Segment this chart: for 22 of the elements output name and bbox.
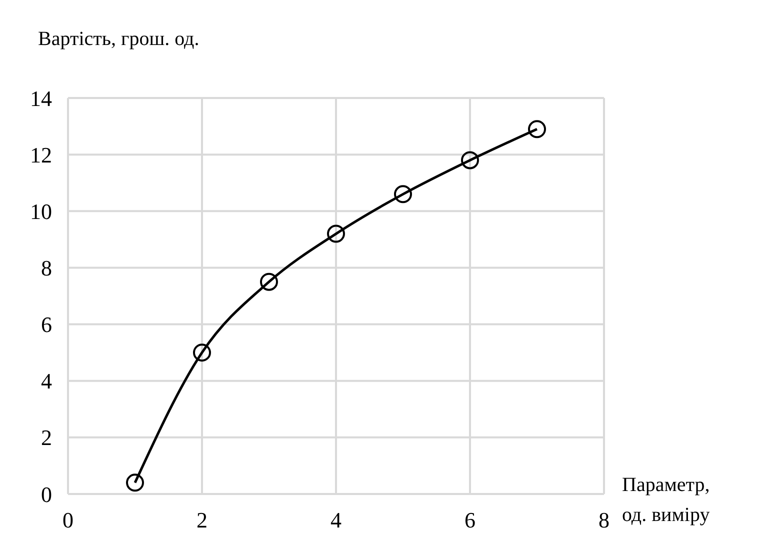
x-tick-label: 0 — [62, 508, 74, 533]
point — [260, 272, 278, 291]
y-tick-label: 14 — [30, 86, 52, 111]
y-axis-title: Вартість, грош. од. — [38, 28, 200, 51]
x-tick-label: 4 — [330, 508, 342, 533]
y-tick-label: 2 — [41, 425, 52, 450]
point — [327, 224, 345, 243]
point — [394, 185, 412, 204]
point — [126, 474, 144, 492]
y-tick-label: 12 — [30, 142, 52, 168]
x-tick-label: 2 — [196, 508, 208, 533]
x-tick-label: 6 — [464, 508, 476, 533]
point — [461, 151, 479, 170]
y-tick-label: 6 — [41, 312, 52, 338]
point — [528, 120, 546, 138]
point — [193, 344, 211, 362]
x-axis-title: Параметр, од. виміру — [622, 473, 710, 528]
y-tick-label: 8 — [41, 256, 52, 281]
y-tick-label: 0 — [41, 482, 52, 507]
x-tick-label: 8 — [598, 508, 610, 533]
y-tick-label: 10 — [30, 198, 52, 224]
y-tick-label: 4 — [41, 368, 52, 394]
